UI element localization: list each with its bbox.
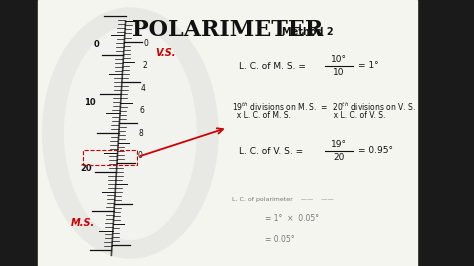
Bar xyxy=(83,150,137,165)
Text: 10: 10 xyxy=(84,98,96,107)
Text: 10: 10 xyxy=(333,68,345,77)
Text: 0: 0 xyxy=(93,40,99,49)
Text: 20: 20 xyxy=(80,164,92,173)
Text: 0: 0 xyxy=(144,39,149,48)
Text: 4: 4 xyxy=(141,84,146,93)
Text: 0: 0 xyxy=(137,151,142,160)
Text: = 0.05°: = 0.05° xyxy=(265,235,295,244)
Ellipse shape xyxy=(64,27,196,239)
Text: 20: 20 xyxy=(333,153,345,162)
Text: M.S.: M.S. xyxy=(71,218,95,228)
Text: = 1°: = 1° xyxy=(358,61,379,70)
Text: L. C. of M. S. =: L. C. of M. S. = xyxy=(239,62,306,71)
Text: = 0.95°: = 0.95° xyxy=(358,146,393,155)
Text: POLARIMETER: POLARIMETER xyxy=(132,19,323,41)
Text: L. C. of polarimeter    ——    ——: L. C. of polarimeter —— —— xyxy=(232,197,334,202)
Bar xyxy=(38,0,417,266)
Text: L. C. of V. S. =: L. C. of V. S. = xyxy=(239,147,303,156)
Text: 19°: 19° xyxy=(331,140,347,149)
Text: = 1°  ×  0.05°: = 1° × 0.05° xyxy=(265,214,319,223)
Text: 19$^{th}$ divisions on M. S.  =  20$^{th}$ divisions on V. S.: 19$^{th}$ divisions on M. S. = 20$^{th}$… xyxy=(232,101,416,113)
Text: 8: 8 xyxy=(138,128,143,138)
Ellipse shape xyxy=(43,8,218,258)
Text: 6: 6 xyxy=(140,106,145,115)
Text: x L. C. of M. S.                  x L. C. of V. S.: x L. C. of M. S. x L. C. of V. S. xyxy=(232,111,386,120)
Text: Method 2: Method 2 xyxy=(282,27,334,37)
Text: 10°: 10° xyxy=(331,55,347,64)
Text: 2: 2 xyxy=(143,61,147,70)
Text: V.S.: V.S. xyxy=(155,48,176,58)
